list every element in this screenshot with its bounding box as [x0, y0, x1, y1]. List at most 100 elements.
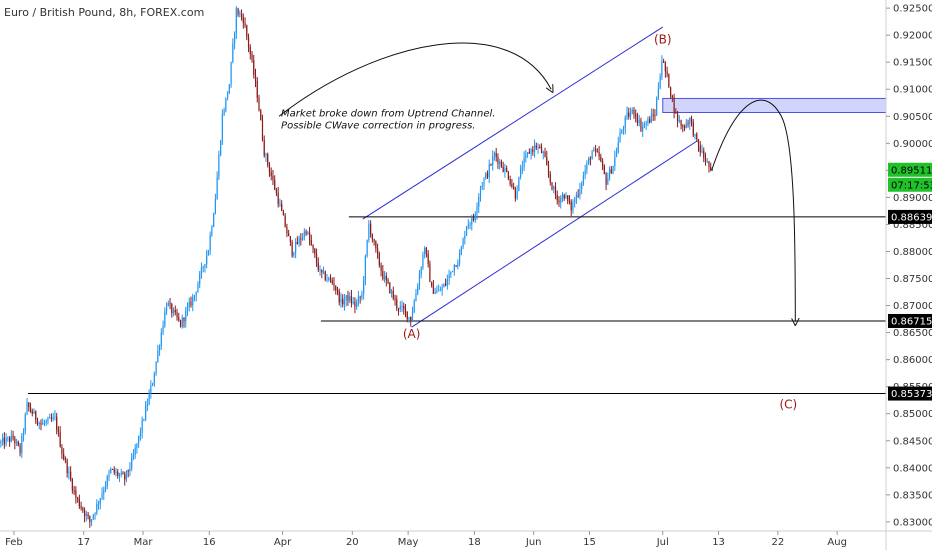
candle-body	[277, 193, 279, 205]
candle-body	[321, 269, 323, 273]
candle-body	[59, 432, 61, 448]
candle-body	[568, 200, 571, 202]
candle-body	[696, 133, 698, 140]
candle-body	[181, 317, 183, 327]
candle-body	[151, 383, 154, 386]
arc-arrow-top[interactable]	[278, 42, 551, 117]
candle-body	[230, 62, 232, 85]
candle-body	[218, 155, 220, 178]
candle-body	[118, 474, 121, 476]
candle-body	[668, 73, 670, 88]
candle-body	[577, 195, 579, 197]
level-0.86715-badge-bg[interactable]	[888, 313, 932, 328]
candle-body	[36, 419, 39, 425]
candle-body	[581, 183, 583, 190]
candle-body	[560, 197, 562, 203]
candle-body	[70, 471, 72, 480]
candle-body	[457, 263, 459, 267]
candle-body	[192, 297, 194, 306]
candle-body	[474, 213, 476, 220]
candle-body	[308, 232, 311, 241]
candle-body	[78, 499, 80, 507]
candle-body	[132, 454, 135, 459]
candle-body	[289, 236, 292, 243]
candle-body	[556, 195, 558, 201]
candle-body	[537, 147, 539, 149]
candle-body	[488, 164, 490, 178]
price-tick-label: 0.84000	[893, 463, 932, 474]
candle-body	[533, 145, 536, 152]
candle-body	[650, 114, 653, 123]
candle-body	[617, 142, 619, 152]
candle-body	[342, 298, 344, 305]
candle-body	[73, 490, 75, 492]
candle-body	[427, 253, 429, 264]
candle-body	[193, 295, 196, 298]
candle-body	[361, 293, 363, 298]
candle-body	[164, 311, 166, 326]
resistance-zone[interactable]	[662, 97, 887, 113]
candle-body	[237, 8, 239, 15]
candle-body	[319, 269, 321, 271]
candle-body	[692, 122, 694, 136]
price-tick-label: 0.91500	[893, 58, 932, 69]
c-wave-arrow[interactable]	[711, 99, 796, 322]
candle-body	[258, 97, 260, 111]
candle-body	[600, 156, 602, 162]
channel-lower-line[interactable]	[411, 140, 698, 328]
candle-body	[54, 416, 56, 418]
level-0.85373-badge-bg[interactable]	[888, 386, 932, 401]
candle-body	[75, 490, 77, 498]
candle-body	[101, 493, 103, 499]
candle-body	[10, 435, 12, 442]
candle-body	[589, 158, 591, 160]
channel-upper-line[interactable]	[362, 26, 664, 220]
candle-body	[572, 202, 574, 211]
candle-body	[549, 174, 551, 183]
candle-body	[343, 300, 346, 305]
level-0.88639-badge-bg[interactable]	[888, 209, 932, 224]
candle-body	[66, 460, 68, 474]
candle-body	[703, 150, 705, 158]
candle-body	[516, 190, 518, 199]
candle-body	[418, 274, 421, 287]
candle-body	[635, 114, 637, 117]
candle-body	[17, 441, 19, 446]
candle-body	[567, 195, 569, 201]
candle-body	[150, 385, 152, 394]
candle-body	[56, 416, 58, 430]
candle-body	[158, 346, 161, 351]
candle-body	[138, 435, 140, 444]
time-tick-label: 15	[583, 537, 596, 548]
candle-body	[317, 263, 319, 271]
candle-body	[240, 13, 243, 18]
candle-body	[546, 156, 548, 165]
candle-body	[382, 270, 384, 280]
time-tick-label: Apr	[274, 537, 292, 548]
candle-body	[530, 149, 532, 154]
price-tick-label: 0.85000	[893, 409, 932, 420]
time-tick-label: Jun	[525, 537, 542, 548]
countdown-badge-bg[interactable]	[888, 177, 932, 192]
price-tick-label: 0.88000	[893, 247, 932, 258]
candle-body	[593, 149, 595, 152]
candle-body	[131, 458, 133, 469]
candle-body	[490, 164, 492, 166]
candle-body	[497, 157, 499, 164]
candle-body	[242, 17, 244, 23]
candle-body	[268, 164, 271, 173]
candle-body	[83, 510, 86, 517]
candle-body	[233, 32, 236, 44]
candle-body	[439, 290, 441, 292]
candle-body	[694, 133, 696, 136]
candle-body	[357, 296, 360, 302]
last-price-badge-bg[interactable]	[888, 162, 932, 177]
candle-body	[225, 97, 227, 111]
candle-body	[253, 60, 255, 75]
candle-body	[509, 179, 511, 184]
candle-body	[478, 196, 480, 207]
candle-body	[401, 306, 403, 308]
candle-body	[565, 195, 567, 199]
